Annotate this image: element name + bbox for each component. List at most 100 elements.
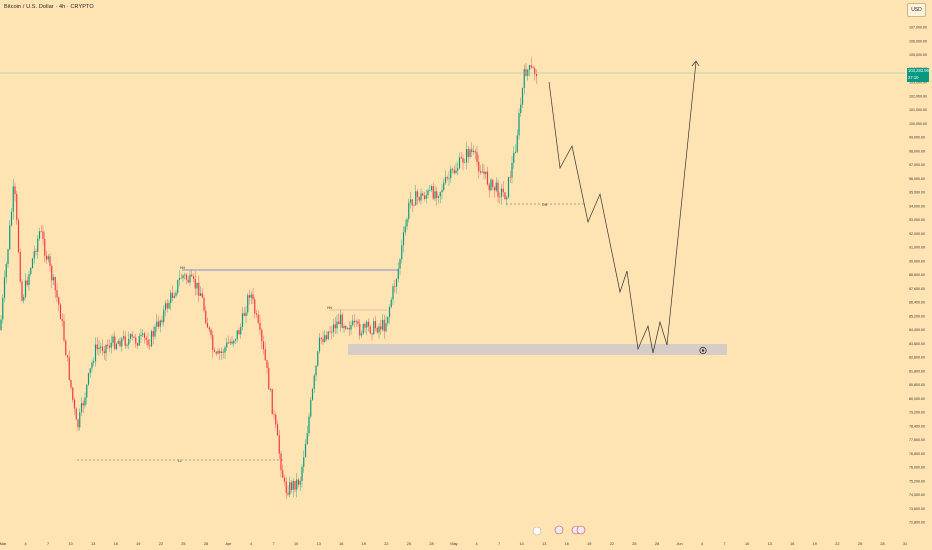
event-icon[interactable] [532,526,542,536]
candle-body [425,195,427,199]
candle-body [66,355,69,358]
us-flag-icon[interactable] [554,525,564,535]
candle-body [149,345,151,347]
candle-body [17,220,20,253]
candle-body [359,323,361,336]
projection-path[interactable] [548,61,697,354]
candle-body [203,297,205,311]
candle-body [471,149,473,153]
candle-body [478,161,480,172]
candle-body [336,321,338,329]
candle-body [429,190,431,191]
candle-body [444,177,447,183]
candle-body [493,186,496,191]
candle-body [252,294,254,300]
candle-body [399,259,401,269]
candle-body [290,482,293,490]
candle-body [170,292,172,303]
candle-body [457,168,459,171]
candle-body [19,252,21,282]
price-tick-label: 77,600.00 [909,438,925,442]
candle-body [49,256,51,267]
time-tick-label: 19 [813,542,817,546]
candle-body [294,480,296,490]
candle-body [352,320,354,326]
price-axis[interactable]: 107,000.00106,000.00105,000.00104,000.00… [909,26,927,525]
time-tick-label: 28 [880,542,884,546]
march-low-label: LL [178,459,182,463]
candle-body [311,388,314,400]
time-tick-label: 7 [273,542,275,546]
candle-body [474,151,476,153]
candle-body [271,389,273,415]
symbol-title: Bitcoin / U.S. Dollar · 4h · CRYPTO [4,4,94,10]
candle-body [434,191,436,199]
candle-body [516,135,518,152]
candle-body [10,211,13,226]
time-tick-label: 28 [429,542,433,546]
candle-body [63,321,65,341]
time-tick-label: 22 [159,542,163,546]
candle-body [192,276,195,279]
candle-body [226,342,228,348]
support-zone[interactable] [348,344,727,355]
time-tick-label: 19 [362,542,366,546]
candle-body [301,466,303,482]
candle-body [413,205,415,206]
candle-body [82,403,84,406]
candle-body [278,435,280,454]
price-tick-label: 101,000.00 [909,108,927,112]
candle-body [395,279,398,287]
price-tick-label: 73,600.00 [909,507,925,511]
candle-body [231,341,233,344]
candle-body [362,324,364,334]
candle-body [163,309,165,323]
candle-body [2,297,4,320]
candle-body [297,479,300,485]
candle-body [38,231,41,239]
candle-body [254,299,256,314]
candle-body [514,151,517,153]
price-tick-label: 85,200.00 [909,314,925,318]
candle-body [469,149,471,157]
time-axis[interactable]: Mar 4 7 10 13 16 19 22 25 28 Apr 4 7 10 13 16 19 22 25 28 Ma… [0,542,907,546]
candle-body [159,320,161,327]
candle-body [397,268,399,280]
price-tick-label: 86,400.00 [909,301,925,305]
candle-body [500,188,503,197]
candle-body [217,350,219,354]
us-flag-icon[interactable] [576,525,586,535]
candle-body [388,307,391,317]
candle-body [513,152,515,163]
candle-body [458,157,461,169]
projection-arrow-icon [691,60,700,67]
candle-body [124,336,126,346]
candle-body [430,186,433,191]
candle-body [177,280,179,293]
candle-body [506,197,508,200]
candle-body [178,277,181,281]
time-tick-label: 4 [250,542,252,546]
candle-body [269,389,272,390]
candle-body [147,339,149,346]
candle-body [268,367,270,390]
candle-body [296,479,298,490]
candle-body [93,361,95,363]
candle-body [166,303,168,309]
candle-body [532,67,534,69]
candle-body [105,344,107,354]
eye-icon[interactable] [699,346,707,355]
candle-body [77,419,79,428]
candle-body [100,346,102,348]
candle-body [107,344,109,346]
candle-body [0,319,2,330]
candle-body [108,345,111,348]
candle-body [402,232,405,246]
candle-body [87,373,90,385]
candle-body [12,186,14,212]
candle-body [322,338,324,342]
candle-body [210,329,212,336]
currency-button[interactable]: USD [907,3,926,17]
candle-body [472,151,475,153]
